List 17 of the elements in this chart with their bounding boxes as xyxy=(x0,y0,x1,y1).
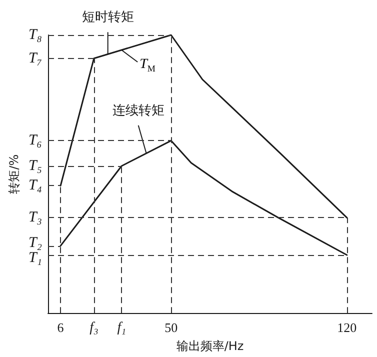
ref-line-label: T₂ xyxy=(28,234,42,251)
series-label: 短时转矩 xyxy=(82,10,134,26)
ref-line-label: T₅ xyxy=(28,158,42,174)
ref-line-label: T₆ xyxy=(28,132,42,149)
ref-line-label: T₇ xyxy=(28,50,42,66)
ref-line-label: T₈ xyxy=(28,27,42,43)
ref-line-label: T₄ xyxy=(28,178,42,194)
series-label: 连续转矩 xyxy=(112,103,164,118)
x-tick-label: 120 xyxy=(337,320,357,336)
ref-line-label: T₁ xyxy=(28,250,42,266)
x-axis-title: 输出频率/Hz xyxy=(176,339,244,353)
x-tick-label: f₃ xyxy=(90,320,98,336)
x-tick-label: f₁ xyxy=(117,320,126,336)
x-tick-label: 6 xyxy=(57,320,64,336)
ref-line-label: T₃ xyxy=(28,210,42,226)
x-tick-label: 50 xyxy=(164,320,178,336)
y-axis-title: 转矩/% xyxy=(7,154,21,194)
